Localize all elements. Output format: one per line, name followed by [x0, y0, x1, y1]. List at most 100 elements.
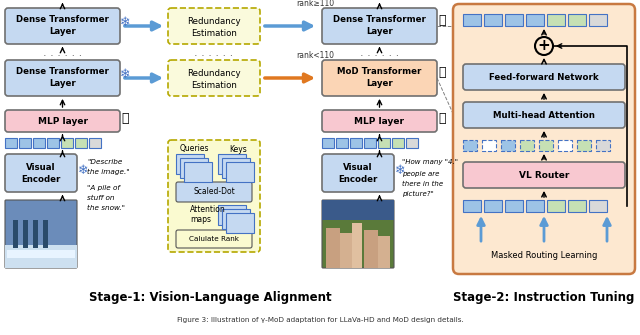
- FancyBboxPatch shape: [226, 213, 254, 233]
- Text: Layer: Layer: [49, 79, 76, 88]
- FancyBboxPatch shape: [501, 140, 515, 151]
- Text: "A pile of: "A pile of: [87, 185, 120, 191]
- FancyBboxPatch shape: [168, 140, 260, 252]
- FancyBboxPatch shape: [526, 14, 544, 26]
- Text: · · · · · ·: · · · · · ·: [195, 51, 234, 61]
- Text: people are: people are: [402, 171, 440, 177]
- FancyBboxPatch shape: [13, 220, 18, 248]
- Text: Visual: Visual: [26, 163, 56, 173]
- FancyBboxPatch shape: [484, 200, 502, 212]
- FancyBboxPatch shape: [176, 154, 204, 174]
- Text: Estimation: Estimation: [191, 80, 237, 89]
- Text: Scaled-Dot: Scaled-Dot: [193, 188, 235, 197]
- Text: Masked Routing Learning: Masked Routing Learning: [491, 251, 597, 260]
- FancyBboxPatch shape: [482, 140, 496, 151]
- FancyBboxPatch shape: [5, 245, 77, 268]
- FancyBboxPatch shape: [322, 138, 334, 148]
- FancyBboxPatch shape: [596, 140, 610, 151]
- FancyBboxPatch shape: [218, 154, 246, 174]
- Text: Figure 3: Illustration of γ-MoD adaptation for LLaVa-HD and MoD design details.: Figure 3: Illustration of γ-MoD adaptati…: [177, 317, 463, 323]
- Text: +: +: [538, 39, 550, 54]
- FancyBboxPatch shape: [322, 8, 437, 44]
- Text: ❄: ❄: [395, 163, 405, 177]
- Text: MoD Transformer: MoD Transformer: [337, 67, 422, 76]
- FancyBboxPatch shape: [326, 228, 340, 268]
- FancyBboxPatch shape: [558, 140, 572, 151]
- FancyBboxPatch shape: [168, 60, 260, 96]
- Text: stuff on: stuff on: [87, 195, 115, 201]
- FancyBboxPatch shape: [5, 138, 17, 148]
- FancyBboxPatch shape: [589, 14, 607, 26]
- FancyBboxPatch shape: [75, 138, 87, 148]
- Text: MLP layer: MLP layer: [38, 117, 88, 126]
- FancyBboxPatch shape: [19, 138, 31, 148]
- Text: Encoder: Encoder: [339, 176, 378, 185]
- FancyBboxPatch shape: [568, 200, 586, 212]
- Text: Feed-forward Network: Feed-forward Network: [489, 72, 599, 81]
- FancyBboxPatch shape: [526, 200, 544, 212]
- Text: Keys: Keys: [229, 144, 247, 153]
- FancyBboxPatch shape: [180, 158, 208, 178]
- Text: Stage-2: Instruction Tuning: Stage-2: Instruction Tuning: [453, 291, 635, 305]
- FancyBboxPatch shape: [322, 200, 394, 220]
- FancyBboxPatch shape: [364, 138, 376, 148]
- FancyBboxPatch shape: [61, 138, 73, 148]
- FancyBboxPatch shape: [463, 162, 625, 188]
- FancyBboxPatch shape: [33, 138, 45, 148]
- FancyBboxPatch shape: [392, 138, 404, 148]
- FancyBboxPatch shape: [176, 182, 252, 202]
- Text: MLP layer: MLP layer: [355, 117, 404, 126]
- FancyBboxPatch shape: [5, 200, 77, 268]
- FancyBboxPatch shape: [226, 162, 254, 182]
- Text: the snow.": the snow.": [87, 205, 125, 211]
- Text: picture?": picture?": [402, 191, 434, 197]
- Text: the image.": the image.": [87, 169, 130, 175]
- FancyBboxPatch shape: [589, 200, 607, 212]
- FancyBboxPatch shape: [23, 220, 28, 248]
- FancyBboxPatch shape: [176, 230, 252, 248]
- FancyBboxPatch shape: [5, 8, 120, 44]
- Text: Layer: Layer: [366, 79, 393, 88]
- FancyBboxPatch shape: [378, 138, 390, 148]
- FancyBboxPatch shape: [222, 158, 250, 178]
- FancyBboxPatch shape: [463, 64, 625, 90]
- FancyBboxPatch shape: [547, 14, 565, 26]
- Text: ❄: ❄: [77, 163, 88, 177]
- Text: Estimation: Estimation: [191, 28, 237, 38]
- FancyBboxPatch shape: [7, 250, 75, 258]
- Text: Encoder: Encoder: [21, 176, 61, 185]
- Text: ❄: ❄: [120, 15, 131, 28]
- Text: Stage-1: Vision-Language Alignment: Stage-1: Vision-Language Alignment: [89, 291, 332, 305]
- Text: rank<110: rank<110: [296, 52, 334, 61]
- FancyBboxPatch shape: [184, 162, 212, 182]
- FancyBboxPatch shape: [218, 205, 246, 225]
- FancyBboxPatch shape: [222, 209, 250, 229]
- Text: Redundancy: Redundancy: [187, 16, 241, 25]
- FancyBboxPatch shape: [547, 200, 565, 212]
- FancyBboxPatch shape: [5, 60, 120, 96]
- Text: · · · · · ·: · · · · · ·: [43, 51, 82, 61]
- FancyBboxPatch shape: [463, 14, 481, 26]
- Text: there in the: there in the: [402, 181, 443, 187]
- FancyBboxPatch shape: [406, 138, 418, 148]
- Text: Dense Transformer: Dense Transformer: [16, 67, 109, 76]
- FancyBboxPatch shape: [168, 8, 260, 44]
- FancyBboxPatch shape: [322, 110, 437, 132]
- Text: Calulate Rank: Calulate Rank: [189, 236, 239, 242]
- FancyBboxPatch shape: [577, 140, 591, 151]
- FancyBboxPatch shape: [463, 200, 481, 212]
- Text: Attention: Attention: [190, 205, 226, 214]
- FancyBboxPatch shape: [322, 60, 437, 96]
- Text: Multi-head Attention: Multi-head Attention: [493, 111, 595, 120]
- FancyBboxPatch shape: [364, 230, 378, 268]
- Text: Layer: Layer: [49, 27, 76, 37]
- FancyBboxPatch shape: [340, 233, 352, 268]
- Text: "Describe: "Describe: [87, 159, 122, 165]
- FancyBboxPatch shape: [322, 154, 394, 192]
- FancyBboxPatch shape: [484, 14, 502, 26]
- FancyBboxPatch shape: [5, 154, 77, 192]
- Text: VL Router: VL Router: [519, 171, 569, 180]
- FancyBboxPatch shape: [33, 220, 38, 248]
- FancyBboxPatch shape: [520, 140, 534, 151]
- FancyBboxPatch shape: [322, 200, 394, 268]
